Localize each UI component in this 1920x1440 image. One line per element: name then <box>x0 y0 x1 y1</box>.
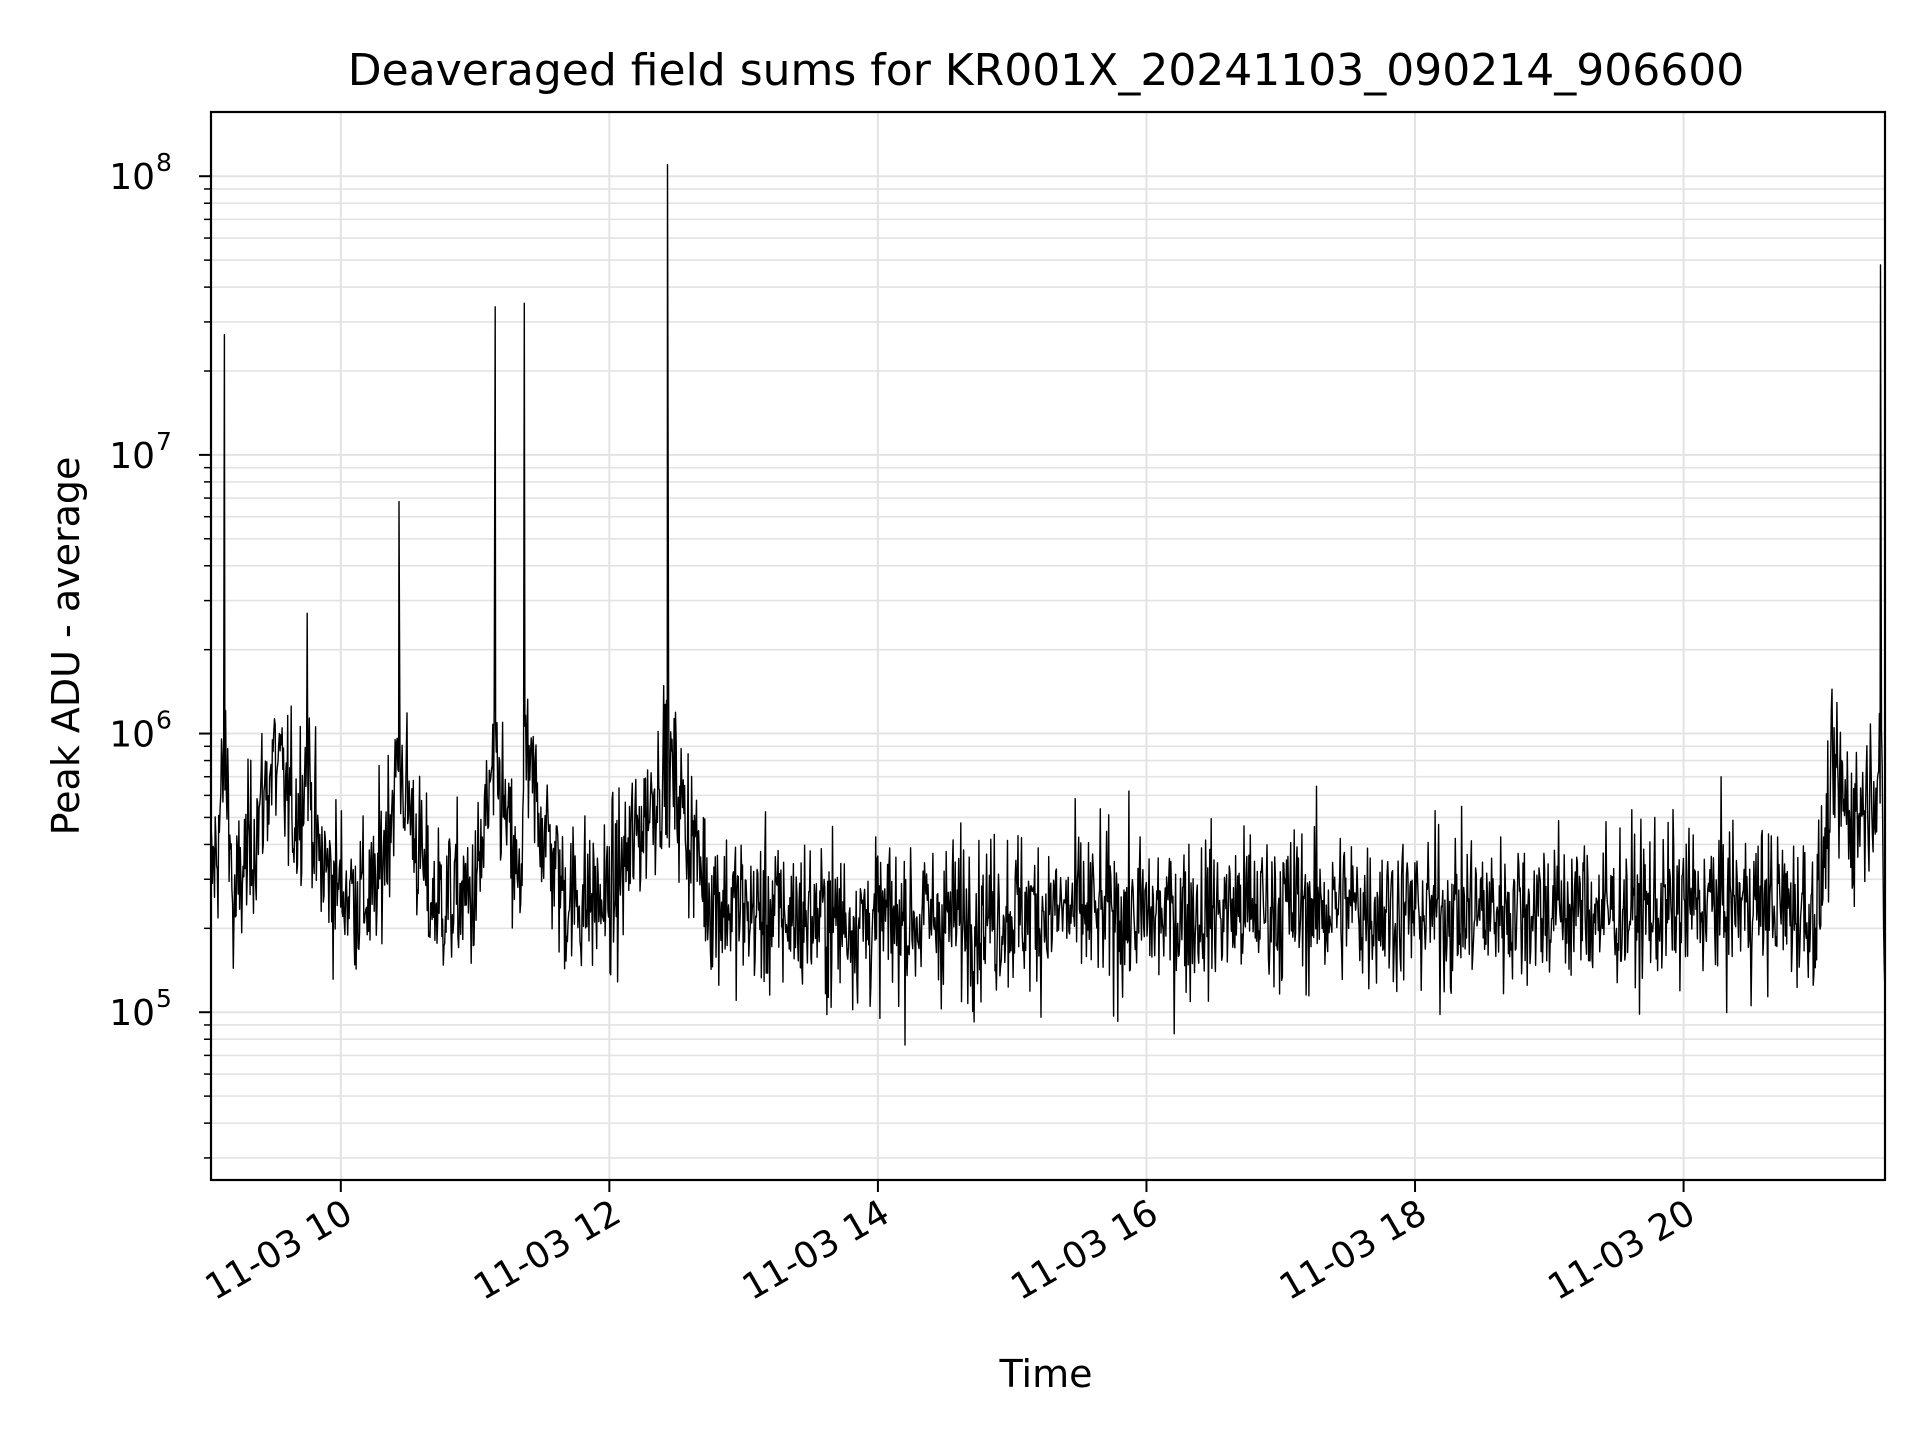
y-tick-exponent: 8 <box>156 148 172 177</box>
y-axis-label: Peak ADU - average <box>44 457 88 836</box>
y-tick-exponent: 7 <box>156 427 172 456</box>
plot-frame <box>209 110 1887 1182</box>
y-tick-base: 10 <box>109 157 155 198</box>
y-tick-base: 10 <box>109 715 155 756</box>
series-line <box>210 164 1886 1046</box>
y-tick-base: 10 <box>109 993 155 1034</box>
y-tick-base: 10 <box>109 436 155 477</box>
chart-title: Deaveraged field sums for KR001X_2024110… <box>348 45 1744 96</box>
y-tick-label: 10 <box>109 993 155 1034</box>
grid <box>211 112 1885 1180</box>
y-tick-exponent: 5 <box>156 984 172 1013</box>
x-axis-label: Time <box>999 1352 1093 1396</box>
y-tick-label: 10 <box>109 715 155 756</box>
y-tick-exponent: 6 <box>156 706 172 735</box>
series-group <box>210 164 1886 1046</box>
y-tick-label: 10 <box>109 436 155 477</box>
y-tick-label: 10 <box>109 157 155 198</box>
